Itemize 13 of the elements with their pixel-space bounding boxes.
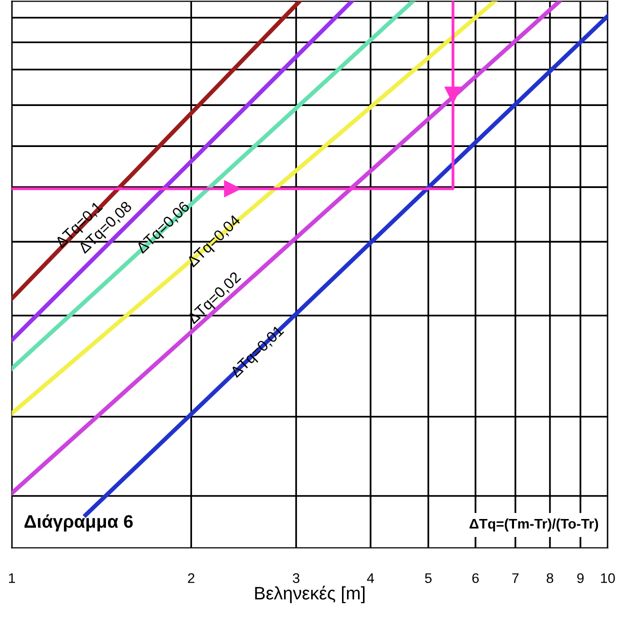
annotation: ΔTq=(Tm-Tr)/(To-Tr) [470,518,598,532]
x-tick-label: 4 [367,573,374,583]
x-axis-title: Βεληνεκές [m] [255,586,365,604]
x-tick-label: 5 [425,573,432,584]
annotation: Διάγραμμα 6 [24,514,133,532]
x-tick-label: 7 [512,573,519,583]
x-tick-label: 10 [601,573,615,584]
x-tick-label: 6 [472,573,479,584]
x-tick-label: 1 [9,573,16,583]
x-tick-label: 2 [188,573,194,583]
x-tick-label: 9 [577,573,584,584]
x-tick-label: 3 [292,573,300,584]
x-tick-label: 8 [546,573,554,584]
